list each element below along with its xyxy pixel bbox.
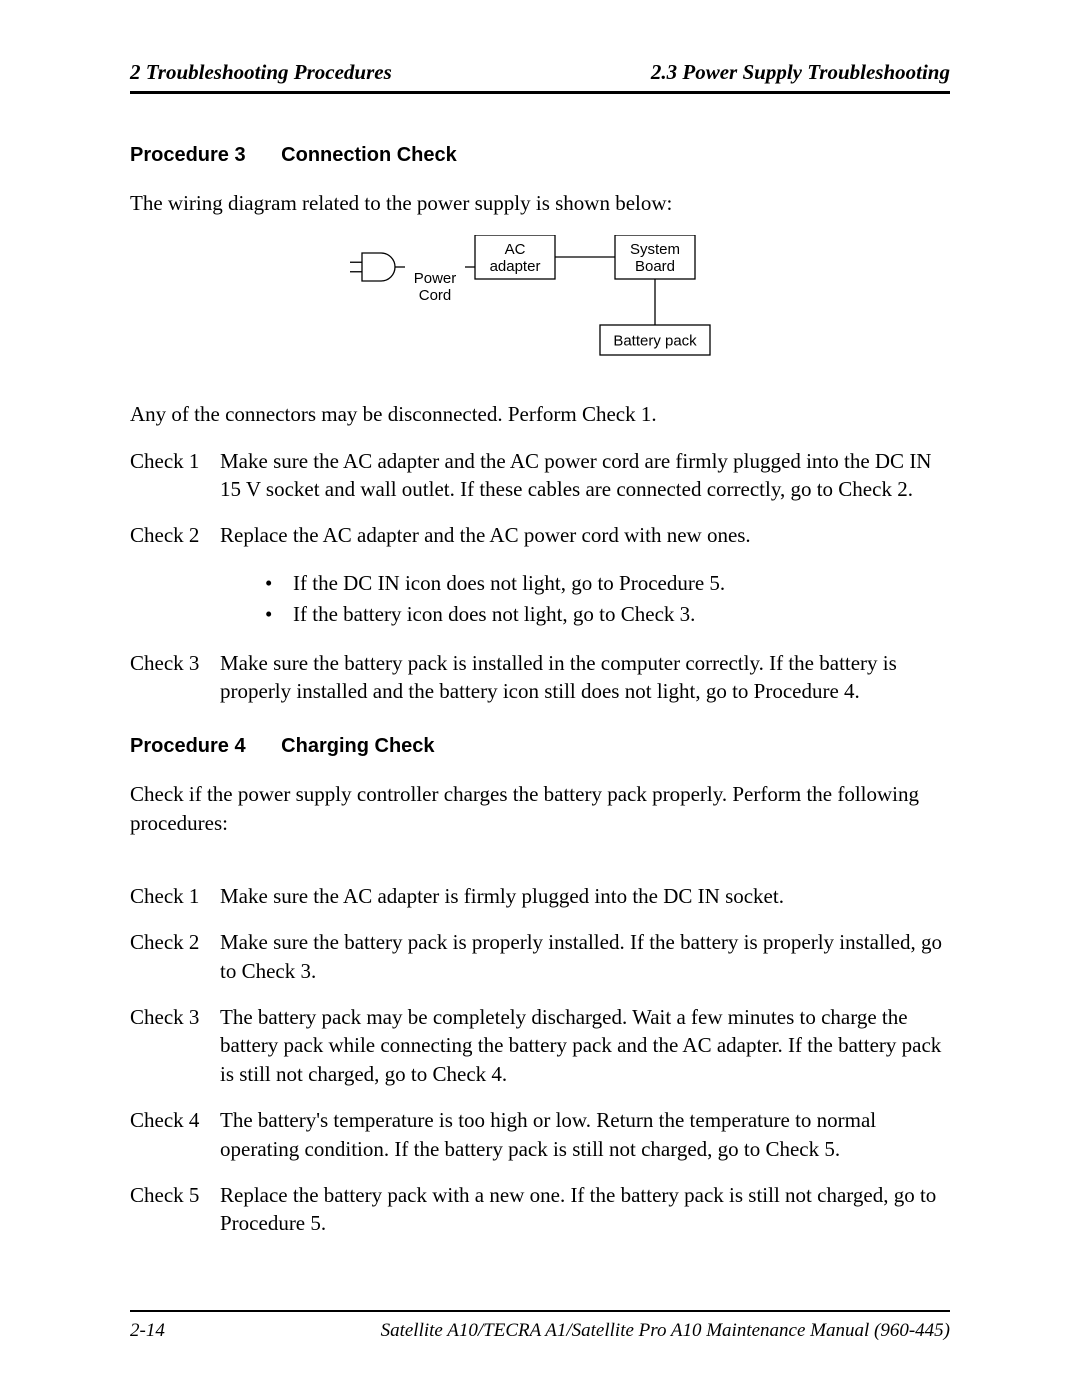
p3-bullets: If the DC IN icon does not light, go to … bbox=[130, 568, 950, 631]
svg-text:System: System bbox=[630, 241, 680, 258]
check-label: Check 2 bbox=[130, 521, 220, 549]
check-body: The battery's temperature is too high or… bbox=[220, 1106, 950, 1163]
procedure-4-title: Charging Check bbox=[281, 735, 434, 757]
p4-check-5: Check 5 Replace the battery pack with a … bbox=[130, 1181, 950, 1238]
bullet-item: If the battery icon does not light, go t… bbox=[265, 599, 950, 631]
check-body: Replace the battery pack with a new one.… bbox=[220, 1181, 950, 1238]
procedure-3-after-diagram: Any of the connectors may be disconnecte… bbox=[130, 400, 950, 428]
page: 2 Troubleshooting Procedures 2.3 Power S… bbox=[0, 0, 1080, 1397]
p4-check-2: Check 2 Make sure the battery pack is pr… bbox=[130, 928, 950, 985]
procedure-4-intro: Check if the power supply controller cha… bbox=[130, 780, 950, 837]
p3-check-3: Check 3 Make sure the battery pack is in… bbox=[130, 649, 950, 706]
p3-check-2: Check 2 Replace the AC adapter and the A… bbox=[130, 521, 950, 549]
svg-text:Power: Power bbox=[414, 270, 457, 287]
procedure-4-heading: Procedure 4 Charging Check bbox=[130, 735, 950, 758]
procedure-3-intro: The wiring diagram related to the power … bbox=[130, 189, 950, 217]
check-body: Make sure the AC adapter is firmly plugg… bbox=[220, 882, 950, 910]
check-label: Check 3 bbox=[130, 1003, 220, 1088]
p4-check-3: Check 3 The battery pack may be complete… bbox=[130, 1003, 950, 1088]
wiring-diagram: PowerCord ACadapter SystemBoard Battery pac… bbox=[130, 235, 950, 370]
wiring-diagram-svg: PowerCord ACadapter SystemBoard Battery pac… bbox=[350, 235, 730, 365]
p4-check-4: Check 4 The battery's temperature is too… bbox=[130, 1106, 950, 1163]
procedure-4-number: Procedure 4 bbox=[130, 735, 246, 758]
page-footer: 2-14 Satellite A10/TECRA A1/Satellite Pr… bbox=[130, 1310, 950, 1342]
svg-text:Cord: Cord bbox=[419, 287, 452, 304]
svg-text:Battery pack: Battery pack bbox=[613, 333, 697, 350]
check-label: Check 3 bbox=[130, 649, 220, 706]
p4-check-1: Check 1 Make sure the AC adapter is firm… bbox=[130, 882, 950, 910]
check-label: Check 2 bbox=[130, 928, 220, 985]
page-header: 2 Troubleshooting Procedures 2.3 Power S… bbox=[130, 60, 950, 94]
check-body: Make sure the battery pack is properly i… bbox=[220, 928, 950, 985]
check-body: Make sure the battery pack is installed … bbox=[220, 649, 950, 706]
svg-text:adapter: adapter bbox=[490, 258, 541, 275]
check-body: Replace the AC adapter and the AC power … bbox=[220, 521, 950, 549]
footer-title: Satellite A10/TECRA A1/Satellite Pro A10… bbox=[381, 1320, 950, 1342]
procedure-3-number: Procedure 3 bbox=[130, 144, 246, 167]
check-body: Make sure the AC adapter and the AC powe… bbox=[220, 447, 950, 504]
procedure-3-title: Connection Check bbox=[281, 144, 457, 166]
check-label: Check 1 bbox=[130, 447, 220, 504]
svg-text:Board: Board bbox=[635, 258, 675, 275]
procedure-3-heading: Procedure 3 Connection Check bbox=[130, 144, 950, 167]
header-right: 2.3 Power Supply Troubleshooting bbox=[651, 60, 950, 85]
check-label: Check 1 bbox=[130, 882, 220, 910]
check-label: Check 4 bbox=[130, 1106, 220, 1163]
check-label: Check 5 bbox=[130, 1181, 220, 1238]
check-body: The battery pack may be completely disch… bbox=[220, 1003, 950, 1088]
header-left: 2 Troubleshooting Procedures bbox=[130, 60, 392, 85]
svg-text:AC: AC bbox=[505, 241, 526, 258]
footer-page-number: 2-14 bbox=[130, 1320, 165, 1342]
bullet-item: If the DC IN icon does not light, go to … bbox=[265, 568, 950, 600]
p3-check-1: Check 1 Make sure the AC adapter and the… bbox=[130, 447, 950, 504]
